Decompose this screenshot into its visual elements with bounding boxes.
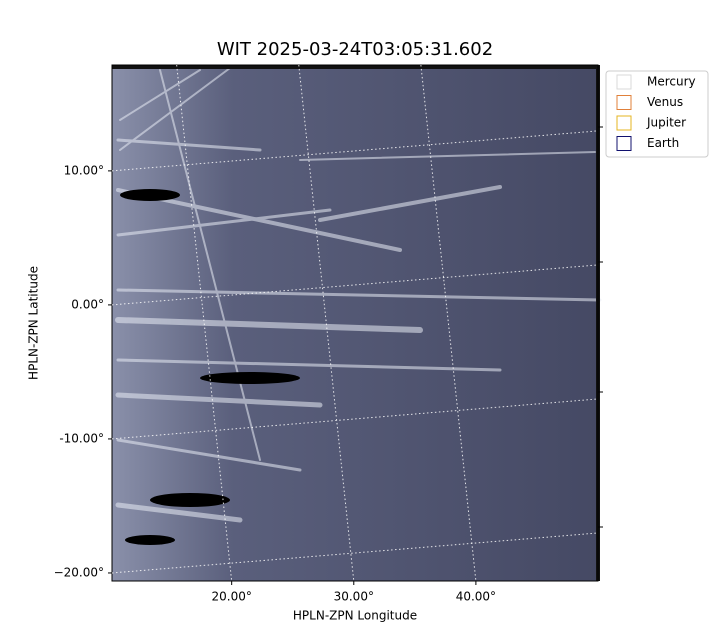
legend-swatch xyxy=(616,115,632,131)
legend-swatch xyxy=(616,136,632,151)
grid-line xyxy=(111,130,599,172)
legend-label: Venus xyxy=(647,95,683,109)
y-tick-label: 0.00° xyxy=(71,297,104,311)
grid-line xyxy=(420,64,477,582)
legend-swatch xyxy=(616,74,632,90)
legend-label: Mercury xyxy=(647,75,696,89)
x-axis-label: HPLN-ZPN Longitude xyxy=(293,609,417,623)
y-tick-label: 10.00° xyxy=(64,163,104,177)
y-tick-label: −20.00° xyxy=(54,565,104,579)
y-tick-label: -10.00° xyxy=(59,431,104,445)
legend xyxy=(605,70,709,158)
grid-line xyxy=(111,532,599,574)
grid-line xyxy=(111,398,599,440)
x-tick-label: 20.00° xyxy=(211,590,251,604)
y-axis-label: HPLN-ZPN Latitude xyxy=(27,266,41,380)
grid-line xyxy=(111,264,599,306)
solar-image xyxy=(111,64,602,582)
legend-label: Jupiter xyxy=(646,116,686,130)
grid-line xyxy=(176,64,233,582)
grid-line xyxy=(298,64,355,582)
legend-label: Earth xyxy=(647,136,679,150)
right-ticks xyxy=(598,126,603,528)
legend-swatch xyxy=(616,95,632,110)
chart-title: WIT 2025-03-24T03:05:31.602 xyxy=(217,39,493,60)
x-tick-label: 40.00° xyxy=(456,590,496,604)
x-tick-label: 30.00° xyxy=(334,590,374,604)
